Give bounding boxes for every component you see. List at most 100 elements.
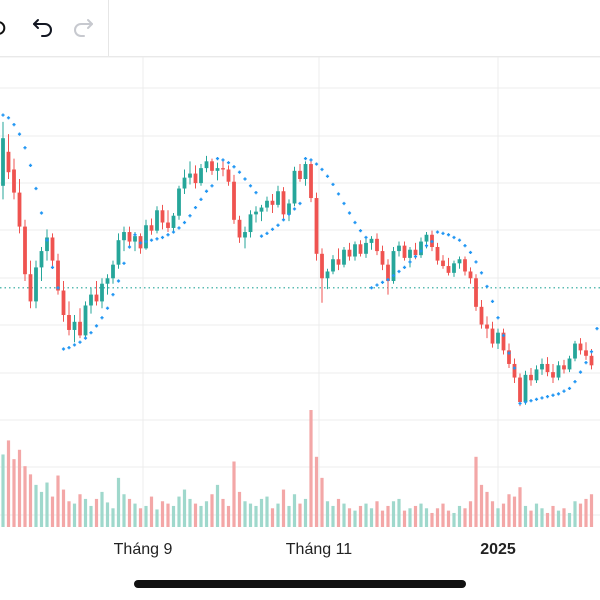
sar-point [276,223,280,227]
sar-point [177,226,181,230]
candle-body [545,363,550,373]
candle-body [419,241,423,256]
price-chart[interactable]: Tháng 9 Tháng 11 2025 [0,57,600,570]
candle-body [287,203,291,215]
sar-point [199,197,203,201]
volume-bar [111,508,115,527]
sar-point [17,132,22,136]
candle-body [518,377,522,403]
volume-bar [23,466,27,527]
sar-point [237,170,242,174]
x-tick-label: 2025 [480,541,516,558]
sar-point [413,254,418,259]
sar-point [298,201,302,206]
volume-bars [1,410,594,527]
sar-point [182,220,187,225]
volume-bar [270,508,275,527]
undo-button[interactable] [28,14,56,42]
candle-body [413,249,418,256]
volume-bar [468,501,473,527]
volume-bar [452,512,456,527]
volume-bar [56,475,60,527]
volume-bar [122,494,126,527]
volume-bar [232,461,236,527]
candle-body [105,278,110,284]
volume-bar [446,510,451,527]
candle-body [347,249,352,257]
sar-point [100,316,104,320]
candle-body [474,278,478,307]
sar-point [221,158,225,162]
sar-point [232,165,236,169]
sar-point [507,351,511,355]
sar-point [34,186,38,191]
volume-bar [375,501,379,527]
sar-point [397,269,401,274]
sar-point [567,386,572,391]
volume-bar [204,501,209,527]
candle-body [28,274,33,302]
redo-button[interactable] [70,14,98,42]
volume-bar [408,508,412,527]
volume-bar [402,510,407,527]
volume-bar [89,505,93,527]
sar-point [61,347,66,351]
candle-body [78,321,82,336]
candle-body [210,161,214,171]
volume-bar [529,510,533,527]
candle-body [424,234,429,242]
candle-body [127,232,132,242]
volume-bar [435,508,440,527]
volume-bar [303,498,308,527]
sar-point [518,401,522,405]
candle-body [523,374,528,403]
candle-body [441,260,445,267]
x-tick-label: Tháng 11 [286,541,353,558]
volume-bar [287,505,291,527]
sar-point [210,184,214,188]
volume-bar [61,489,66,527]
sar-point [584,361,588,365]
volume-bar [210,494,214,527]
sar-point [380,280,385,284]
volume-bar [430,512,434,527]
candle-body [259,207,264,212]
home-indicator[interactable] [134,580,466,588]
candle-body [226,169,231,182]
volume-bar [441,503,445,527]
toolbar-divider [108,0,109,56]
volume-bar [281,489,286,527]
candle-body [358,244,363,254]
sar-point [386,278,390,282]
candle-body [221,168,225,170]
candle-body [6,151,11,173]
partial-menu-icon[interactable] [0,14,14,42]
sar-point [72,343,77,347]
volume-bar [496,508,500,527]
parabolic-sar-series [1,113,599,405]
candle-body [34,267,38,302]
volume-bar [237,491,242,527]
volume-bar [397,498,401,527]
volume-bar [358,505,363,527]
sar-point [138,241,143,245]
volume-bar [463,508,467,527]
volume-bar [424,508,429,527]
sar-point [12,123,16,127]
sar-point [347,211,352,215]
undo-icon [33,19,52,37]
volume-bar [545,512,550,527]
sar-point [529,399,533,403]
volume-bar [39,491,44,527]
candle-body [276,191,280,205]
volume-bar [72,503,77,527]
candle-body [397,245,401,252]
sar-point [545,395,550,399]
candle-body [507,350,511,364]
sar-point [111,293,115,297]
candle-body [556,365,561,378]
volume-bar [6,440,11,527]
candle-body [540,363,544,370]
candle-body [408,249,412,258]
volume-bar [485,491,489,527]
